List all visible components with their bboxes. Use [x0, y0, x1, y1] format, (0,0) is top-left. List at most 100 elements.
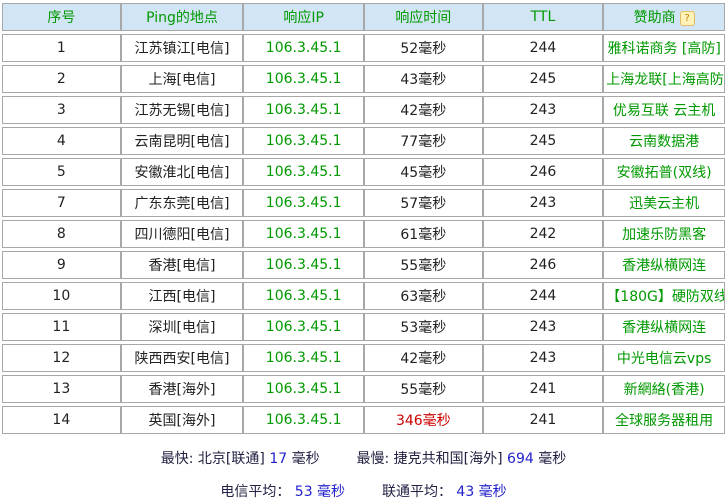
cell-location: 云南昆明[电信] — [120, 127, 244, 155]
cell-ip: 106.3.45.1 — [243, 34, 364, 62]
cell-ip: 106.3.45.1 — [243, 158, 364, 186]
cell-ttl: 243 — [482, 344, 604, 372]
cell-index: 7 — [2, 189, 121, 217]
header-time: 响应时间 — [363, 3, 483, 31]
cell-ttl: 242 — [482, 220, 604, 248]
cell-sponsor: 加速乐防黑客 — [603, 220, 725, 248]
cell-index: 2 — [2, 65, 121, 93]
cell-ip: 106.3.45.1 — [243, 220, 364, 248]
header-sponsor-label: 赞助商 — [633, 10, 676, 26]
cell-sponsor: 云南数据港 — [603, 127, 725, 155]
cell-time: 55毫秒 — [363, 251, 483, 279]
table-row: 4 云南昆明[电信] 106.3.45.1 77毫秒 245 云南数据港 — [2, 127, 725, 155]
table-row: 9 香港[电信] 106.3.45.1 55毫秒 246 香港纵横网连 — [2, 251, 725, 279]
cell-ttl: 241 — [482, 406, 604, 434]
cell-ttl: 241 — [482, 375, 604, 403]
cell-sponsor: 安徽拓普(双线) — [603, 158, 725, 186]
cell-ttl: 245 — [482, 65, 604, 93]
cell-time: 42毫秒 — [363, 96, 483, 124]
cell-index: 8 — [2, 220, 121, 248]
cell-location: 香港[电信] — [120, 251, 244, 279]
cell-index: 4 — [2, 127, 121, 155]
table-header-row: 序号 Ping的地点 响应IP 响应时间 TTL 赞助商? — [2, 3, 725, 31]
cell-index: 12 — [2, 344, 121, 372]
cell-sponsor: 全球服务器租用 — [603, 406, 725, 434]
cell-time: 63毫秒 — [363, 282, 483, 310]
cell-time: 57毫秒 — [363, 189, 483, 217]
cell-ip: 106.3.45.1 — [243, 65, 364, 93]
fastest-unit: 毫秒 — [291, 451, 320, 467]
cell-index: 9 — [2, 251, 121, 279]
cell-location: 陕西西安[电信] — [120, 344, 244, 372]
cell-location: 江苏镇江[电信] — [120, 34, 244, 62]
cell-sponsor: 香港纵横网连 — [603, 251, 725, 279]
cell-index: 11 — [2, 313, 121, 341]
cell-index: 1 — [2, 34, 121, 62]
cell-sponsor: 中光电信云vps — [603, 344, 725, 372]
cell-location: 四川德阳[电信] — [120, 220, 244, 248]
cell-ip: 106.3.45.1 — [243, 127, 364, 155]
cell-ip: 106.3.45.1 — [243, 189, 364, 217]
cell-time: 53毫秒 — [363, 313, 483, 341]
cell-sponsor: 香港纵横网连 — [603, 313, 725, 341]
summary-extremes-line: 最快: 北京[联通] 17 毫秒 最慢: 捷克共和国[海外] 694 毫秒 — [0, 448, 727, 468]
cell-ip: 106.3.45.1 — [243, 96, 364, 124]
cell-time: 77毫秒 — [363, 127, 483, 155]
cell-location: 上海[电信] — [120, 65, 244, 93]
cell-ip: 106.3.45.1 — [243, 344, 364, 372]
cell-sponsor: 迅美云主机 — [603, 189, 725, 217]
cell-ttl: 243 — [482, 189, 604, 217]
cell-index: 10 — [2, 282, 121, 310]
cell-ip: 106.3.45.1 — [243, 251, 364, 279]
fastest-value: 17 — [269, 451, 288, 467]
cell-sponsor: 【180G】硬防双线 — [603, 282, 725, 310]
cell-ip: 106.3.45.1 — [243, 406, 364, 434]
table-row: 7 广东东莞[电信] 106.3.45.1 57毫秒 243 迅美云主机 — [2, 189, 725, 217]
table-row: 12 陕西西安[电信] 106.3.45.1 42毫秒 243 中光电信云vps — [2, 344, 725, 372]
cell-index: 14 — [2, 406, 121, 434]
ping-table-body: 1 江苏镇江[电信] 106.3.45.1 52毫秒 244 雅科诺商务 [高防] 2 上海[… — [2, 34, 725, 434]
header-sponsor: 赞助商? — [603, 3, 725, 31]
cell-ttl: 246 — [482, 251, 604, 279]
table-row: 13 香港[海外] 106.3.45.1 55毫秒 241 新網絡(香港) — [2, 375, 725, 403]
fastest-label: 最快: 北京[联通] — [160, 451, 265, 467]
table-row: 10 江西[电信] 106.3.45.1 63毫秒 244 【180G】硬防双线 — [2, 282, 725, 310]
header-index: 序号 — [2, 3, 121, 31]
cell-location: 英国[海外] — [120, 406, 244, 434]
slowest-value: 694 — [507, 451, 534, 467]
telecom-avg-label: 电信平均： — [220, 484, 291, 500]
unicom-avg-value: 43 毫秒 — [456, 484, 507, 500]
cell-sponsor: 上海龙联[上海高防] — [603, 65, 725, 93]
cell-sponsor: 雅科诺商务 [高防] — [603, 34, 725, 62]
header-ip: 响应IP — [243, 3, 364, 31]
cell-time: 45毫秒 — [363, 158, 483, 186]
table-row: 2 上海[电信] 106.3.45.1 43毫秒 245 上海龙联[上海高防] — [2, 65, 725, 93]
cell-index: 5 — [2, 158, 121, 186]
unicom-avg-label: 联通平均： — [381, 484, 452, 500]
ping-results-table: 序号 Ping的地点 响应IP 响应时间 TTL 赞助商? 1 江苏镇江[电信] 1… — [2, 0, 725, 437]
cell-ttl: 243 — [482, 313, 604, 341]
table-row: 8 四川德阳[电信] 106.3.45.1 61毫秒 242 加速乐防黑客 — [2, 220, 725, 248]
cell-ttl: 243 — [482, 96, 604, 124]
summary-averages-line: 电信平均： 53 毫秒 联通平均： 43 毫秒 — [0, 481, 727, 501]
cell-ip: 106.3.45.1 — [243, 282, 364, 310]
help-icon[interactable]: ? — [679, 11, 695, 26]
cell-ttl: 245 — [482, 127, 604, 155]
cell-index: 13 — [2, 375, 121, 403]
cell-location: 深圳[电信] — [120, 313, 244, 341]
header-location: Ping的地点 — [120, 3, 244, 31]
cell-time: 346毫秒 — [363, 406, 483, 434]
cell-ip: 106.3.45.1 — [243, 375, 364, 403]
cell-location: 江苏无锡[电信] — [120, 96, 244, 124]
cell-location: 广东东莞[电信] — [120, 189, 244, 217]
cell-index: 3 — [2, 96, 121, 124]
cell-time: 55毫秒 — [363, 375, 483, 403]
cell-time: 42毫秒 — [363, 344, 483, 372]
cell-ttl: 246 — [482, 158, 604, 186]
cell-location: 安徽淮北[电信] — [120, 158, 244, 186]
table-row: 3 江苏无锡[电信] 106.3.45.1 42毫秒 243 优易互联 云主机 — [2, 96, 725, 124]
cell-location: 江西[电信] — [120, 282, 244, 310]
cell-time: 61毫秒 — [363, 220, 483, 248]
cell-location: 香港[海外] — [120, 375, 244, 403]
